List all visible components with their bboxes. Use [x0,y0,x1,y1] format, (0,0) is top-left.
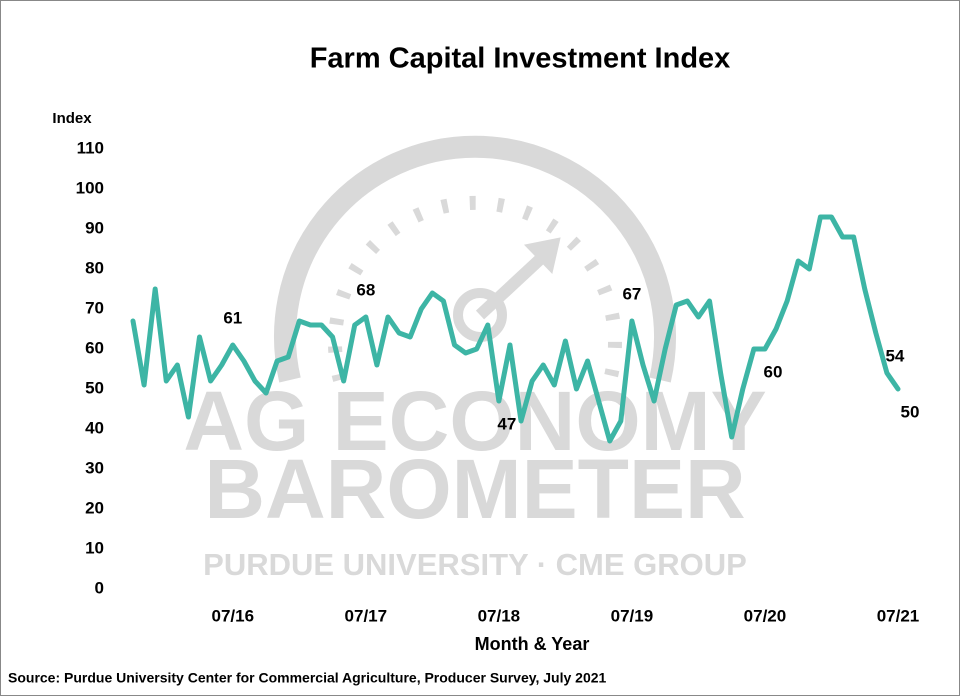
data-label: 47 [497,414,516,433]
watermark-text: PURDUE UNIVERSITY · CME GROUP [203,547,747,582]
y-tick-label: 80 [85,258,104,277]
y-tick-label: 20 [85,498,104,517]
y-axis-label: Index [52,110,92,127]
source-note: Source: Purdue University Center for Com… [8,670,607,686]
y-tick-label: 10 [85,538,104,557]
watermark-text: AG ECONOMY [183,374,766,468]
x-axis-label: Month & Year [475,634,590,654]
x-tick-label: 07/17 [345,606,388,625]
data-label: 54 [885,346,904,365]
data-label: 61 [223,308,242,327]
data-line [130,214,901,444]
data-label: 50 [901,402,920,421]
chart-title: Farm Capital Investment Index [310,43,731,75]
y-tick-label: 90 [85,218,104,237]
y-tick-label: 0 [95,578,104,597]
watermark-text: BAROMETER [204,442,745,536]
data-label: 60 [763,362,782,381]
data-label: 68 [356,280,375,299]
data-label: 67 [622,284,641,303]
x-tick-label: 07/19 [611,606,654,625]
watermark-logo [274,135,676,383]
y-tick-label: 110 [77,138,104,157]
x-tick-label: 07/20 [744,606,787,625]
y-tick-label: 30 [85,458,104,477]
x-tick-label: 07/21 [877,606,920,625]
y-tick-label: 40 [85,418,104,437]
y-tick-label: 70 [85,298,104,317]
x-tick-label: 07/18 [478,606,521,625]
y-tick-label: 50 [85,378,104,397]
y-tick-label: 60 [85,338,104,357]
y-tick-label: 100 [76,178,104,197]
x-tick-label: 07/16 [212,606,255,625]
